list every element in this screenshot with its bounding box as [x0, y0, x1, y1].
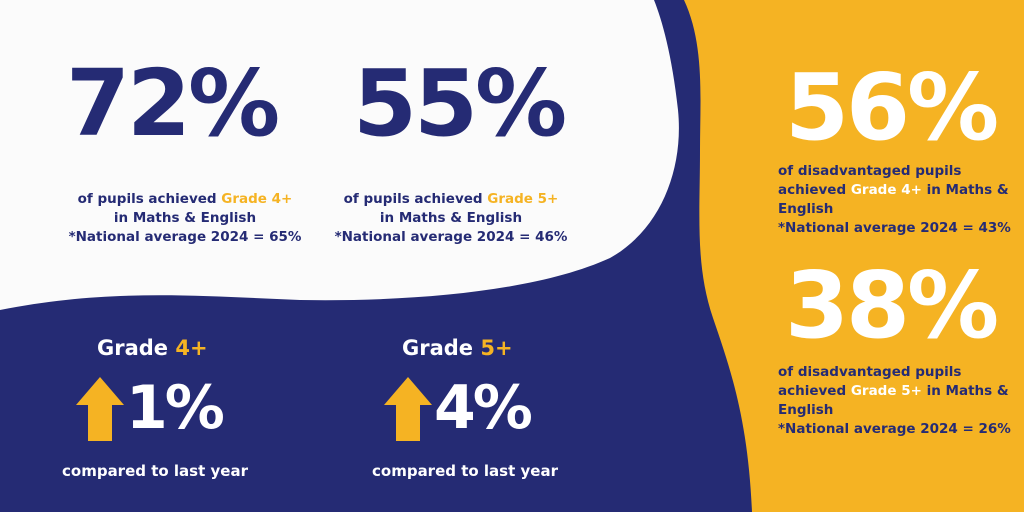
- stat-38-percent: 38%: [785, 252, 999, 359]
- stat3-description: of disadvantaged pupils achieved Grade 4…: [778, 162, 1018, 238]
- change1-grade-title: Grade 4+: [97, 336, 208, 360]
- stat3-line2: achieved Grade 4+ in Maths &: [778, 181, 1018, 200]
- stat1-line1: of pupils achieved Grade 4+: [40, 190, 330, 209]
- stat2-national-average: *National average 2024 = 46%: [334, 229, 568, 245]
- stat2-grade-highlight: Grade 5+: [487, 191, 559, 207]
- stat2-description: of pupils achieved Grade 5+ in Maths & E…: [306, 190, 596, 247]
- stat3-grade-highlight: Grade 4+: [850, 182, 922, 198]
- stat-56-percent: 56%: [785, 54, 999, 161]
- stat4-description: of disadvantaged pupils achieved Grade 5…: [778, 363, 1018, 439]
- change1-caption: compared to last year: [62, 462, 248, 480]
- stat4-line2-text: achieved: [778, 383, 851, 399]
- yellow-wave-shape: [684, 0, 1024, 512]
- change2-grade-title: Grade 5+: [402, 336, 513, 360]
- change1-title-text: Grade: [97, 336, 176, 360]
- stat1-grade-highlight: Grade 4+: [221, 191, 293, 207]
- stat4-grade-highlight: Grade 5+: [850, 383, 922, 399]
- stat4-national-average: *National average 2024 = 26%: [778, 421, 1011, 437]
- stat4-line1: of disadvantaged pupils: [778, 364, 962, 380]
- change2-title-text: Grade: [402, 336, 481, 360]
- stat3-line2-suffix: in Maths &: [921, 182, 1009, 198]
- stat1-line1-text: of pupils achieved: [77, 191, 222, 207]
- stat2-line2: in Maths & English: [379, 210, 523, 226]
- stat1-national-average: *National average 2024 = 65%: [68, 229, 302, 245]
- change2-caption: compared to last year: [372, 462, 558, 480]
- navy-wave-shape: [0, 0, 770, 512]
- stat-72-percent: 72%: [66, 50, 280, 157]
- stat1-line2: in Maths & English: [113, 210, 257, 226]
- stat3-national-average: *National average 2024 = 43%: [778, 220, 1011, 236]
- stat3-line2-text: achieved: [778, 182, 851, 198]
- stat4-line2-suffix: in Maths &: [921, 383, 1009, 399]
- change1-value: 1%: [126, 373, 225, 443]
- stat2-line1: of pupils achieved Grade 5+: [306, 190, 596, 209]
- stat4-line2: achieved Grade 5+ in Maths &: [778, 382, 1018, 401]
- stat2-line1-text: of pupils achieved: [343, 191, 488, 207]
- stat4-line3: English: [778, 402, 834, 418]
- stat3-line3: English: [778, 201, 834, 217]
- change1-grade-highlight: 4+: [175, 336, 208, 360]
- up-arrow-icon: [76, 377, 124, 441]
- stat1-description: of pupils achieved Grade 4+ in Maths & E…: [40, 190, 330, 247]
- up-arrow-icon: [384, 377, 432, 441]
- change2-value: 4%: [434, 373, 533, 443]
- change2-grade-highlight: 5+: [480, 336, 513, 360]
- stat-55-percent: 55%: [353, 50, 567, 157]
- stat3-line1: of disadvantaged pupils: [778, 163, 962, 179]
